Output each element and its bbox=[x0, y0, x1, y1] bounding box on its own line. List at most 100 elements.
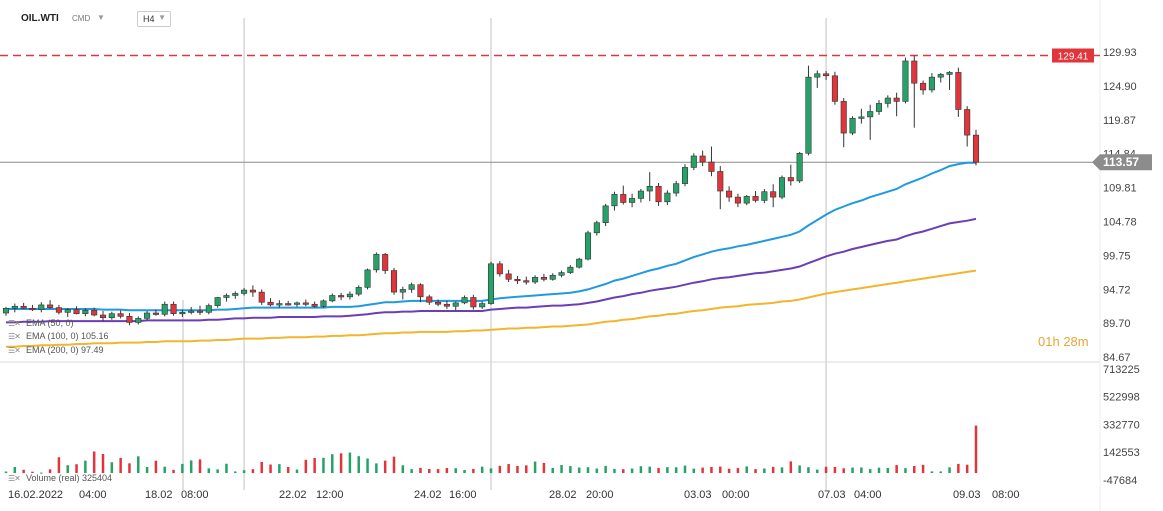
candle-down[interactable] bbox=[435, 301, 442, 305]
candle-down[interactable] bbox=[514, 279, 521, 282]
candle-up[interactable] bbox=[82, 309, 89, 314]
candle-up[interactable] bbox=[276, 303, 283, 306]
candle-up[interactable] bbox=[796, 152, 803, 182]
candle-down[interactable] bbox=[417, 284, 424, 298]
candle-up[interactable] bbox=[814, 73, 821, 78]
candle-up[interactable] bbox=[849, 117, 856, 134]
candle-down[interactable] bbox=[152, 312, 159, 315]
candle-down[interactable] bbox=[117, 313, 124, 317]
candle-up[interactable] bbox=[875, 103, 883, 112]
candle-up[interactable] bbox=[293, 302, 301, 305]
candle-down[interactable] bbox=[708, 161, 715, 172]
settings-close-icon[interactable]: ☰✕ bbox=[8, 474, 21, 483]
candle-up[interactable] bbox=[408, 284, 415, 290]
candle-down[interactable] bbox=[196, 310, 204, 313]
candle-up[interactable] bbox=[479, 303, 486, 308]
legend-ema-200[interactable]: ☰✕ EMA (200, 0) 97.49 bbox=[8, 345, 104, 355]
candle-up[interactable] bbox=[567, 266, 574, 273]
candle-up[interactable] bbox=[320, 300, 327, 307]
alert-price-tag[interactable] bbox=[1052, 48, 1094, 63]
candle-up[interactable] bbox=[778, 177, 786, 198]
candle-up[interactable] bbox=[373, 254, 380, 271]
candle-up[interactable] bbox=[867, 111, 874, 118]
candle-up[interactable] bbox=[161, 303, 168, 315]
candle-up[interactable] bbox=[64, 309, 71, 313]
candle-down[interactable] bbox=[267, 301, 274, 306]
candle-up[interactable] bbox=[761, 191, 768, 201]
candle-up[interactable] bbox=[355, 287, 362, 295]
candle-up[interactable] bbox=[241, 289, 248, 294]
candle-up[interactable] bbox=[38, 304, 45, 310]
candle-up[interactable] bbox=[611, 194, 618, 207]
candle-down[interactable] bbox=[734, 196, 741, 204]
candle-up[interactable] bbox=[452, 302, 459, 307]
candle-down[interactable] bbox=[620, 194, 627, 203]
candle-up[interactable] bbox=[461, 297, 468, 304]
candle-up[interactable] bbox=[584, 232, 592, 260]
settings-close-icon[interactable]: ☰✕ bbox=[8, 346, 21, 355]
candle-up[interactable] bbox=[232, 293, 239, 296]
symbol-label[interactable]: OIL.WTI bbox=[21, 13, 59, 24]
candle-up[interactable] bbox=[487, 263, 495, 304]
candle-down[interactable] bbox=[831, 75, 838, 102]
candle-up[interactable] bbox=[576, 258, 583, 268]
candle-down[interactable] bbox=[540, 276, 547, 280]
candle-down[interactable] bbox=[390, 270, 398, 293]
candle-down[interactable] bbox=[126, 316, 133, 323]
chevron-down-icon[interactable]: ▼ bbox=[97, 13, 105, 22]
candle-up[interactable] bbox=[937, 74, 944, 78]
candle-down[interactable] bbox=[823, 73, 830, 77]
candle-up[interactable] bbox=[646, 186, 653, 192]
candle-up[interactable] bbox=[902, 60, 909, 102]
candle-down[interactable] bbox=[655, 186, 662, 203]
candle-down[interactable] bbox=[770, 191, 777, 198]
candle-down[interactable] bbox=[505, 273, 512, 280]
candle-up[interactable] bbox=[664, 192, 671, 203]
candle-down[interactable] bbox=[20, 305, 27, 309]
candle-down[interactable] bbox=[496, 263, 503, 275]
candle-up[interactable] bbox=[179, 312, 186, 315]
candle-up[interactable] bbox=[884, 97, 891, 104]
candle-up[interactable] bbox=[346, 293, 353, 298]
candle-up[interactable] bbox=[144, 312, 151, 319]
candle-down[interactable] bbox=[258, 291, 265, 303]
candle-up[interactable] bbox=[602, 205, 609, 223]
candle-up[interactable] bbox=[928, 76, 935, 91]
candle-up[interactable] bbox=[690, 155, 697, 168]
candle-down[interactable] bbox=[840, 101, 847, 134]
candle-down[interactable] bbox=[470, 297, 477, 308]
candle-down[interactable] bbox=[964, 109, 971, 136]
candle-up[interactable] bbox=[214, 297, 221, 306]
candle-down[interactable] bbox=[382, 254, 389, 271]
candle-up[interactable] bbox=[188, 310, 195, 313]
candle-up[interactable] bbox=[558, 272, 565, 276]
legend-volume[interactable]: ☰✕ Volume (real) 325404 bbox=[8, 473, 112, 483]
candle-down[interactable] bbox=[170, 303, 177, 314]
candle-up[interactable] bbox=[549, 274, 556, 280]
candle-up[interactable] bbox=[681, 167, 689, 184]
candle-down[interactable] bbox=[426, 296, 433, 303]
settings-close-icon[interactable]: ☰✕ bbox=[8, 332, 21, 341]
legend-ema-50[interactable]: ☰✕ EMA (50, 0) bbox=[8, 318, 74, 328]
timeframe-select[interactable]: H4 ▼ bbox=[137, 11, 171, 27]
candle-down[interactable] bbox=[752, 196, 759, 201]
candle-up[interactable] bbox=[399, 289, 406, 293]
candle-down[interactable] bbox=[311, 303, 318, 307]
candle-down[interactable] bbox=[73, 309, 80, 314]
current-price-tag[interactable] bbox=[1092, 154, 1152, 171]
candle-down[interactable] bbox=[249, 289, 256, 293]
candle-up[interactable] bbox=[108, 313, 115, 319]
candle-up[interactable] bbox=[805, 76, 812, 154]
candle-up[interactable] bbox=[532, 276, 539, 283]
candle-up[interactable] bbox=[205, 305, 212, 313]
candle-up[interactable] bbox=[2, 307, 10, 314]
candle-up[interactable] bbox=[223, 295, 230, 298]
candle-up[interactable] bbox=[629, 198, 636, 203]
candle-down[interactable] bbox=[523, 280, 530, 283]
candle-down[interactable] bbox=[911, 60, 918, 84]
candle-up[interactable] bbox=[673, 183, 680, 194]
candle-up[interactable] bbox=[11, 305, 18, 309]
candle-down[interactable] bbox=[99, 314, 107, 319]
candle-up[interactable] bbox=[364, 269, 371, 288]
